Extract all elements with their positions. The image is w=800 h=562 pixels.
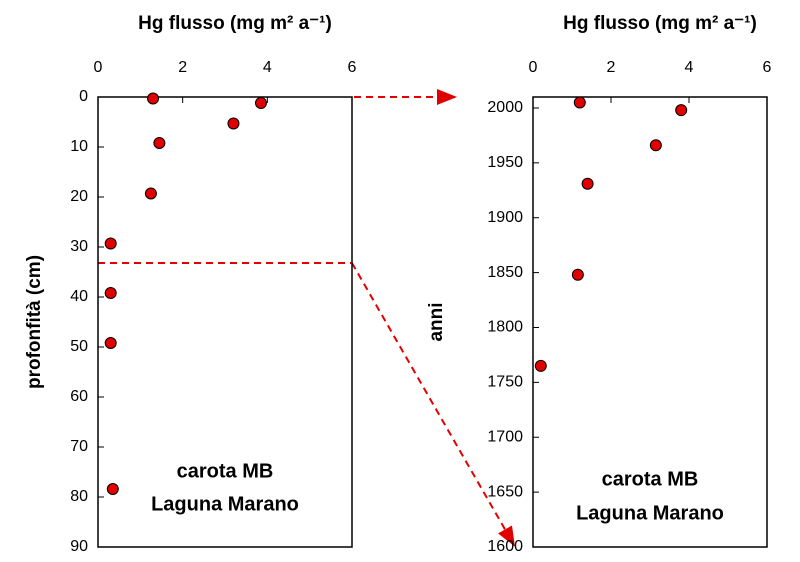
y-tick-label: 90 bbox=[70, 538, 88, 555]
y-tick-label: 1850 bbox=[487, 264, 523, 281]
y-tick-label: 1900 bbox=[487, 209, 523, 226]
data-point bbox=[581, 177, 594, 190]
data-point bbox=[104, 287, 117, 299]
y-axis-label: anni bbox=[426, 302, 447, 341]
x-tick-label: 6 bbox=[348, 59, 357, 76]
x-tick-label: 0 bbox=[529, 59, 538, 76]
x-tick-label: 6 bbox=[763, 59, 772, 76]
y-tick-label: 10 bbox=[70, 138, 88, 155]
data-point bbox=[153, 137, 166, 149]
data-point bbox=[106, 483, 119, 495]
y-tick-label: 1700 bbox=[487, 428, 523, 445]
data-point bbox=[227, 117, 240, 130]
data-point bbox=[573, 96, 586, 109]
y-tick-label: 60 bbox=[70, 388, 88, 405]
data-point bbox=[534, 359, 547, 372]
y-tick-label: 70 bbox=[70, 438, 88, 455]
x-tick-label: 4 bbox=[263, 59, 272, 76]
data-point bbox=[144, 187, 157, 200]
y-tick-label: 40 bbox=[70, 288, 88, 305]
y-tick-label: 50 bbox=[70, 338, 88, 355]
data-point bbox=[649, 139, 662, 152]
y-tick-label: 1750 bbox=[487, 374, 523, 391]
x-tick-label: 4 bbox=[685, 59, 694, 76]
y-tick-label: 30 bbox=[70, 238, 88, 255]
plot-frame bbox=[532, 96, 768, 548]
connector-lines bbox=[98, 89, 515, 547]
annotation: carota MB bbox=[602, 468, 699, 490]
y-tick-label: 2000 bbox=[487, 99, 523, 116]
data-point bbox=[254, 97, 267, 109]
y-tick-label: 0 bbox=[79, 88, 88, 105]
x-tick-label: 2 bbox=[178, 59, 187, 76]
y-tick-label: 1650 bbox=[487, 483, 523, 500]
annotation: Laguna Marano bbox=[151, 493, 299, 515]
chart-title: Hg flusso (mg m² a⁻¹) bbox=[563, 13, 757, 34]
data-point bbox=[147, 92, 160, 105]
chart-title: Hg flusso (mg m² a⁻¹) bbox=[138, 13, 332, 34]
data-point bbox=[104, 337, 117, 349]
y-tick-label: 20 bbox=[70, 188, 88, 205]
x-tick-label: 2 bbox=[607, 59, 616, 76]
annotation: Laguna Marano bbox=[576, 502, 724, 524]
y-tick-label: 1800 bbox=[487, 319, 523, 336]
plot-frame bbox=[97, 96, 353, 548]
y-axis-label: profonfità (cm) bbox=[24, 255, 45, 389]
data-point bbox=[571, 268, 584, 281]
arrow bbox=[351, 262, 515, 547]
x-tick-label: 0 bbox=[94, 59, 103, 76]
y-tick-label: 1950 bbox=[487, 154, 523, 171]
y-tick-label: 1600 bbox=[487, 538, 523, 555]
y-tick-label: 80 bbox=[70, 488, 88, 505]
annotation: carota MB bbox=[177, 460, 274, 482]
data-point bbox=[104, 237, 117, 250]
data-point bbox=[675, 104, 688, 117]
